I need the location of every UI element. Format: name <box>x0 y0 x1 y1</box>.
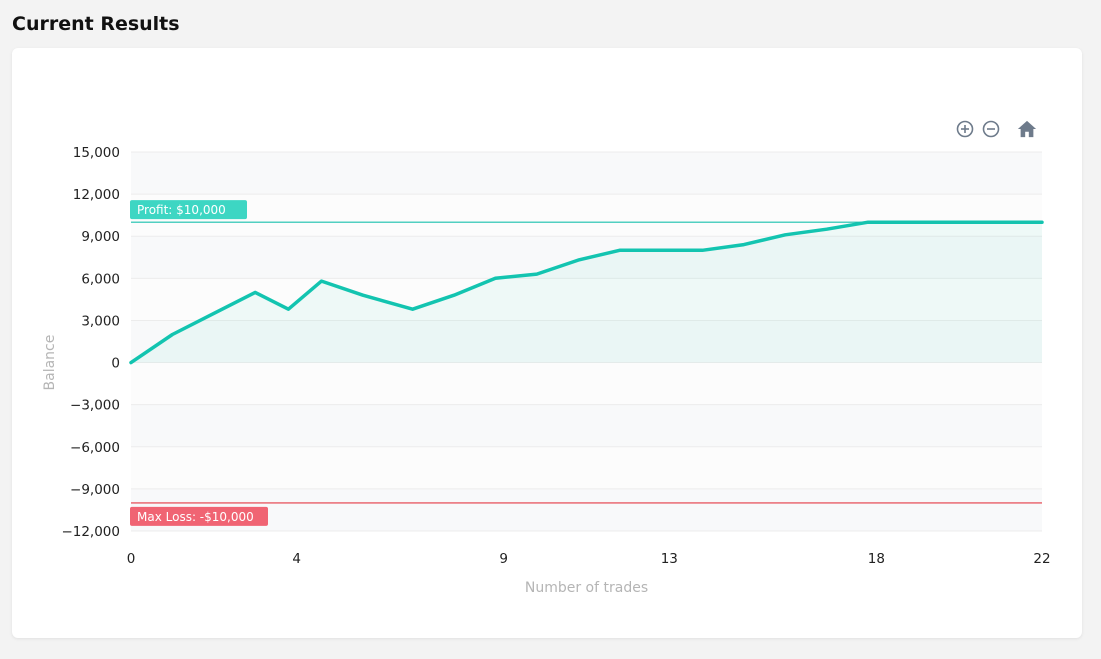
series-area <box>131 222 1042 363</box>
y-tick-label: 6,000 <box>81 271 120 287</box>
annotation-label: Profit: $10,000 <box>137 203 226 217</box>
x-tick-label: 22 <box>1033 551 1050 567</box>
x-tick-label: 13 <box>661 551 678 567</box>
y-tick-label: 0 <box>111 356 120 372</box>
chart-toolbar <box>955 117 1037 141</box>
zoom-in-icon[interactable] <box>955 117 975 141</box>
y-tick-label: −3,000 <box>70 398 120 414</box>
x-tick-label: 4 <box>292 551 301 567</box>
annotation-label: Max Loss: -$10,000 <box>137 510 254 524</box>
home-icon[interactable] <box>1017 117 1037 141</box>
grid-band <box>131 194 1042 237</box>
y-tick-label: −12,000 <box>61 524 120 540</box>
grid-band <box>131 320 1042 363</box>
x-tick-label: 18 <box>868 551 885 567</box>
annotation-label-bg <box>130 200 247 220</box>
grid-band <box>131 152 1042 195</box>
zoom-out-icon[interactable] <box>981 117 1001 141</box>
grid-band <box>131 278 1042 321</box>
y-tick-label: 9,000 <box>81 229 120 245</box>
y-tick-label: 15,000 <box>73 145 120 161</box>
y-tick-label: 12,000 <box>73 187 120 203</box>
page-title: Current Results <box>12 13 180 35</box>
grid-band <box>131 362 1042 405</box>
y-tick-label: 3,000 <box>81 313 120 329</box>
grid-band <box>131 446 1042 489</box>
y-tick-label: −6,000 <box>70 440 120 456</box>
y-tick-label: −9,000 <box>70 482 120 498</box>
annotation-label-bg <box>130 506 268 526</box>
x-axis-title: Number of trades <box>525 580 648 596</box>
x-tick-label: 9 <box>499 551 508 567</box>
y-axis-title: Balance <box>42 335 58 391</box>
grid-band <box>131 404 1042 447</box>
grid-band <box>131 488 1042 531</box>
x-tick-label: 0 <box>127 551 136 567</box>
